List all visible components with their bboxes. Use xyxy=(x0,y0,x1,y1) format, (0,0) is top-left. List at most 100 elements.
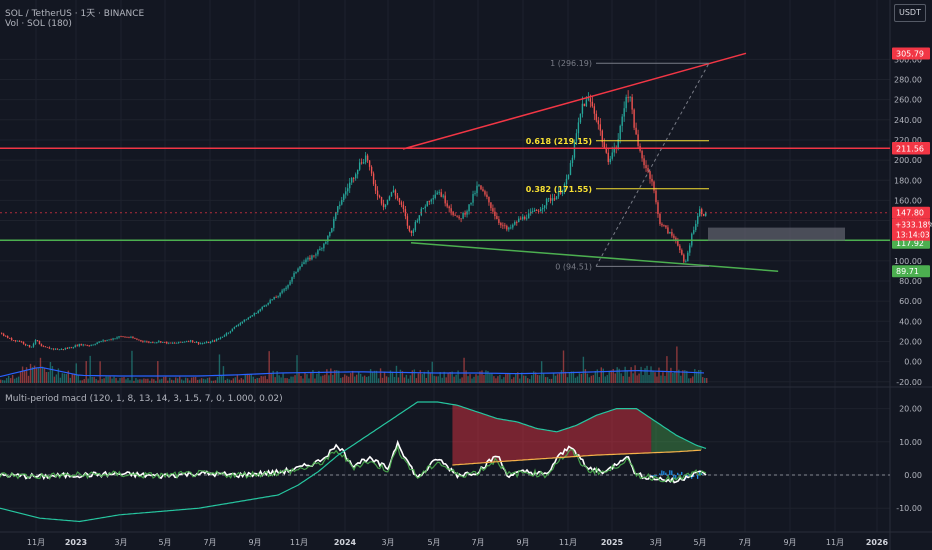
candle-body xyxy=(162,341,164,343)
candle-body xyxy=(203,342,206,344)
candle-body xyxy=(345,191,347,195)
candle-body xyxy=(333,219,335,229)
candle-body xyxy=(699,209,701,216)
candle-body xyxy=(498,219,500,223)
candle-body xyxy=(174,342,176,344)
volume-bar xyxy=(706,378,708,383)
candle-body xyxy=(177,341,180,343)
candle-body xyxy=(679,245,681,251)
candle-body xyxy=(553,198,556,200)
candle-body xyxy=(253,313,255,316)
candle-body xyxy=(168,342,170,344)
volume-bar xyxy=(501,379,503,383)
volume-bar xyxy=(373,370,376,383)
volume-bar xyxy=(137,379,139,383)
time-tick-label: 5月 xyxy=(158,538,171,547)
volume-bar xyxy=(399,369,402,383)
volume-bar xyxy=(332,374,334,383)
volume-bar xyxy=(346,375,348,383)
candle-body xyxy=(76,345,78,347)
volume-bar xyxy=(538,375,541,383)
volume-bar xyxy=(167,380,169,383)
volume-bar xyxy=(85,361,87,383)
volume-bar xyxy=(604,376,606,383)
candle-body xyxy=(506,225,508,230)
candle-body xyxy=(575,133,578,142)
volume-legend[interactable]: Vol · SOL (180) xyxy=(5,19,72,29)
volume-bar xyxy=(459,378,461,383)
candle-body xyxy=(281,290,283,293)
volume-bar xyxy=(381,377,384,383)
volume-bar xyxy=(328,375,330,383)
candle-body xyxy=(482,189,484,192)
candle-body xyxy=(100,341,102,343)
macd-histogram-bar xyxy=(697,475,699,479)
volume-bar xyxy=(292,376,294,383)
candle-body xyxy=(267,303,269,305)
candle-body xyxy=(50,348,53,350)
symbol-legend[interactable]: SOL / TetherUS · 1天 · BINANCE xyxy=(5,9,145,19)
volume-bar xyxy=(540,361,543,383)
candle-body xyxy=(38,340,41,345)
candle-body xyxy=(577,122,580,134)
candle-body xyxy=(176,342,178,344)
time-tick-label: 11月 xyxy=(290,538,308,547)
volume-bar xyxy=(284,378,286,383)
candle-body xyxy=(209,341,212,344)
candle-body xyxy=(263,305,265,307)
volume-bar xyxy=(216,377,219,383)
lower-trendline xyxy=(410,241,779,272)
candle-body xyxy=(504,225,506,227)
volume-bar xyxy=(624,366,626,383)
candle-body xyxy=(376,190,379,196)
macd-histogram-bar xyxy=(665,472,667,475)
volume-bar xyxy=(262,376,264,383)
volume-bar xyxy=(620,373,622,383)
volume-bar xyxy=(121,377,123,383)
candle-body xyxy=(384,204,387,208)
macd-legend[interactable]: Multi-period macd (120, 1, 8, 13, 14, 3,… xyxy=(5,394,283,404)
volume-bar xyxy=(704,377,706,383)
candle-body xyxy=(120,336,122,338)
candle-body xyxy=(44,346,47,348)
candle-body xyxy=(478,185,480,187)
candle-body xyxy=(464,212,466,215)
candle-body xyxy=(374,183,377,191)
volume-bar xyxy=(443,371,445,383)
volume-bar xyxy=(222,366,225,383)
volume-bar xyxy=(509,374,511,383)
candle-body xyxy=(430,199,432,202)
volume-bar xyxy=(630,367,632,383)
candle-body xyxy=(436,192,438,195)
candle-body xyxy=(396,195,399,199)
candle-body xyxy=(627,97,629,98)
candle-body xyxy=(641,150,643,159)
candle-body xyxy=(80,344,82,346)
currency-button[interactable]: USDT xyxy=(894,4,926,22)
volume-bar xyxy=(616,367,618,383)
volume-bar xyxy=(648,374,650,383)
candle-body xyxy=(468,204,470,212)
volume-bar xyxy=(395,365,398,383)
candle-body xyxy=(104,340,106,342)
candle-body xyxy=(136,338,138,340)
volume-bar xyxy=(316,373,318,383)
candle-body xyxy=(110,339,112,341)
volume-bar xyxy=(310,371,312,383)
candle-body xyxy=(140,340,142,341)
candle-body xyxy=(494,211,496,217)
candle-body xyxy=(150,342,152,344)
candle-body xyxy=(142,340,144,342)
volume-bar xyxy=(572,371,575,383)
candle-body xyxy=(64,348,67,350)
volume-bar xyxy=(43,368,46,383)
candle-body xyxy=(247,317,249,320)
candle-body xyxy=(456,215,458,217)
candle-body xyxy=(78,344,80,347)
volume-bar xyxy=(455,374,457,383)
candle-body xyxy=(671,232,673,236)
candle-body xyxy=(116,337,118,339)
macd-histogram-bar xyxy=(701,473,703,475)
